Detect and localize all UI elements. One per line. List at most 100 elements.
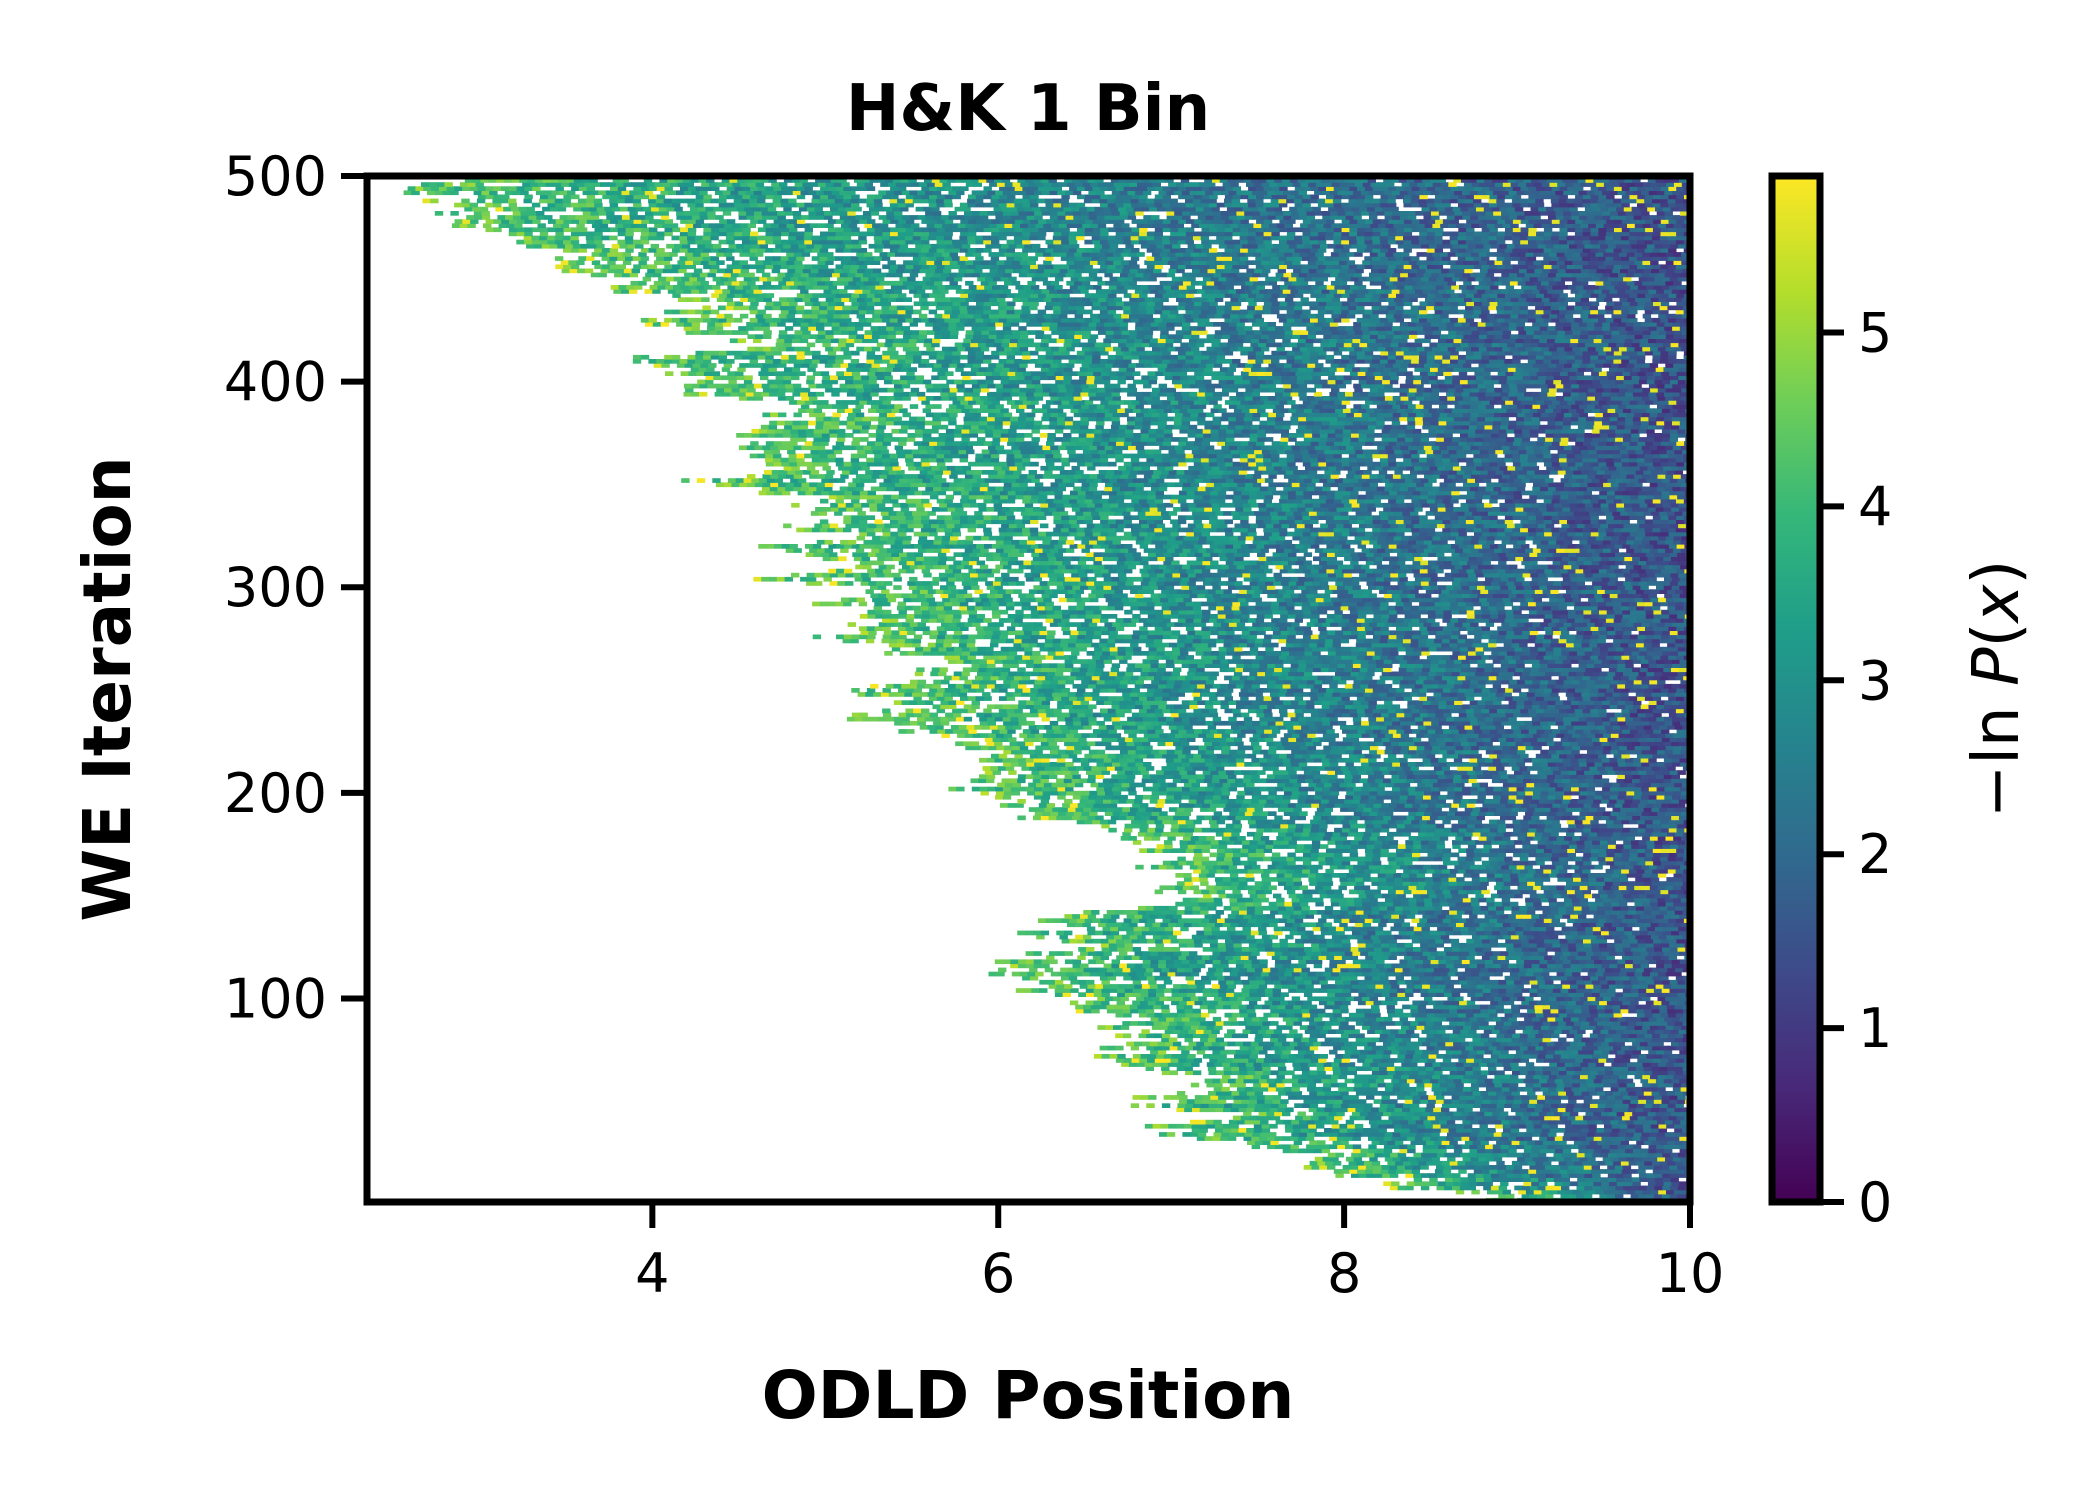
heatmap-cell bbox=[1601, 984, 1609, 989]
heatmap-cell bbox=[1466, 1013, 1474, 1018]
heatmap-cell bbox=[1378, 1124, 1386, 1129]
heatmap-cell bbox=[1572, 1075, 1580, 1080]
heatmap-cell bbox=[1434, 1066, 1442, 1071]
heatmap-cell bbox=[1631, 1153, 1639, 1158]
heatmap-cell bbox=[1642, 1075, 1650, 1080]
heatmap-cell bbox=[1611, 1083, 1619, 1088]
heatmap-cell bbox=[1261, 1083, 1269, 1088]
heatmap-cell bbox=[1340, 1009, 1348, 1014]
heatmap-cell bbox=[1676, 1033, 1684, 1038]
heatmap-cell bbox=[1369, 898, 1377, 903]
heatmap-cell bbox=[1660, 906, 1668, 911]
heatmap-cell bbox=[1573, 1128, 1581, 1133]
heatmap-cell bbox=[1630, 1116, 1638, 1121]
heatmap-cell bbox=[1309, 1091, 1317, 1096]
heatmap-cell bbox=[1513, 861, 1521, 866]
heatmap-cell bbox=[1486, 865, 1494, 870]
heatmap-cell bbox=[1457, 1091, 1465, 1096]
heatmap-cell bbox=[1232, 1033, 1240, 1038]
heatmap-cell bbox=[1649, 1120, 1657, 1125]
heatmap-cell bbox=[1553, 1165, 1561, 1170]
heatmap-cell bbox=[1537, 1165, 1545, 1170]
heatmap-cell bbox=[1226, 943, 1234, 948]
heatmap-cell bbox=[1427, 976, 1435, 981]
heatmap-cell bbox=[1351, 980, 1359, 985]
heatmap-cell bbox=[1582, 1046, 1590, 1051]
heatmap-cell bbox=[1465, 1091, 1473, 1096]
heatmap-cell bbox=[1575, 1058, 1583, 1063]
heatmap-cell bbox=[1255, 1070, 1263, 1075]
heatmap-cell bbox=[1469, 1079, 1477, 1084]
heatmap-cell bbox=[1537, 1099, 1545, 1104]
heatmap-cell bbox=[1635, 922, 1643, 927]
heatmap-cell bbox=[1480, 935, 1488, 940]
heatmap-cell bbox=[1449, 1005, 1457, 1010]
heatmap-cell bbox=[1647, 927, 1655, 932]
heatmap-cell bbox=[1240, 918, 1248, 923]
heatmap-cell bbox=[1098, 972, 1106, 977]
heatmap-cell bbox=[1294, 881, 1302, 886]
heatmap-cell bbox=[1369, 1157, 1377, 1162]
heatmap-cell bbox=[1533, 873, 1541, 878]
heatmap-cell bbox=[1672, 1079, 1680, 1084]
heatmap-cell bbox=[1412, 1001, 1420, 1006]
heatmap-cell bbox=[1582, 1091, 1590, 1096]
heatmap-cell bbox=[1191, 885, 1199, 890]
heatmap-cell bbox=[1143, 964, 1151, 969]
heatmap-cell bbox=[1351, 947, 1359, 952]
heatmap-cell bbox=[1529, 988, 1537, 993]
heatmap-cell bbox=[1353, 1050, 1361, 1055]
heatmap-cell bbox=[1239, 1107, 1247, 1112]
heatmap-cell bbox=[1408, 898, 1416, 903]
heatmap-cell bbox=[1507, 1173, 1515, 1178]
heatmap-cell bbox=[1342, 1001, 1350, 1006]
heatmap-cell bbox=[1483, 1099, 1491, 1104]
heatmap-cell bbox=[1302, 1070, 1310, 1075]
heatmap-cell bbox=[1656, 931, 1664, 936]
heatmap-cell bbox=[1660, 1033, 1668, 1038]
heatmap-cell bbox=[1535, 1033, 1543, 1038]
heatmap-cell bbox=[1269, 922, 1277, 927]
heatmap-cell bbox=[1379, 1066, 1387, 1071]
heatmap-cell bbox=[1434, 910, 1442, 915]
heatmap-cell bbox=[1584, 992, 1592, 997]
heatmap-cell bbox=[1559, 1013, 1567, 1018]
heatmap-cell bbox=[1421, 1173, 1429, 1178]
heatmap-cell bbox=[1669, 943, 1677, 948]
heatmap-cell bbox=[1275, 1050, 1283, 1055]
heatmap-cell bbox=[1233, 1001, 1241, 1006]
heatmap-cell bbox=[1486, 1132, 1494, 1137]
heatmap-cell bbox=[1602, 951, 1610, 956]
heatmap-cell bbox=[1562, 931, 1570, 936]
heatmap-cell bbox=[1555, 1181, 1563, 1186]
heatmap-cell bbox=[1265, 992, 1273, 997]
heatmap-cell bbox=[1190, 1017, 1198, 1022]
heatmap-cell bbox=[1619, 1062, 1627, 1067]
heatmap-cell bbox=[1407, 914, 1415, 919]
heatmap-cell bbox=[1501, 1017, 1509, 1022]
heatmap-cell bbox=[1585, 927, 1593, 932]
heatmap-cell bbox=[1538, 1186, 1546, 1191]
heatmap-cell bbox=[1233, 861, 1241, 866]
heatmap-cell bbox=[1435, 1169, 1443, 1174]
heatmap-cell bbox=[1644, 1046, 1652, 1051]
heatmap-cell bbox=[1606, 1116, 1614, 1121]
heatmap-cell bbox=[1274, 927, 1282, 932]
heatmap-cell bbox=[1616, 1029, 1624, 1034]
heatmap-cell bbox=[1429, 1173, 1437, 1178]
heatmap-cell bbox=[1578, 1079, 1586, 1084]
heatmap-cell bbox=[1632, 1177, 1640, 1182]
heatmap-cell bbox=[1101, 988, 1109, 993]
heatmap-cell bbox=[1392, 1120, 1400, 1125]
heatmap-cell bbox=[1598, 976, 1606, 981]
heatmap-cell bbox=[1553, 947, 1561, 952]
heatmap-cell bbox=[1396, 1116, 1404, 1121]
heatmap-cell bbox=[1658, 972, 1666, 977]
heatmap-cell bbox=[1676, 1046, 1684, 1051]
heatmap-cell bbox=[1419, 1013, 1427, 1018]
heatmap-cell bbox=[1197, 1136, 1205, 1141]
heatmap-cell bbox=[1232, 890, 1240, 895]
heatmap-cell bbox=[1537, 943, 1545, 948]
heatmap-cell bbox=[1646, 1194, 1654, 1199]
heatmap-cell bbox=[1390, 1186, 1398, 1191]
